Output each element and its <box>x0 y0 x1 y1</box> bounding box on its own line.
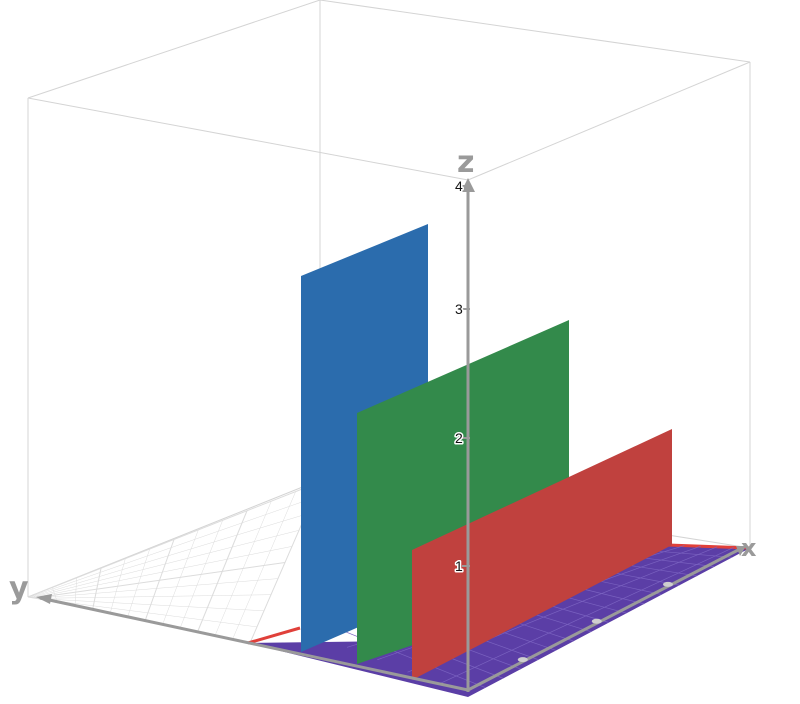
y-axis-line <box>39 596 469 692</box>
box-edge <box>319 0 751 63</box>
red-plane <box>412 429 672 680</box>
x-axis-tick <box>591 618 602 624</box>
z-axis-label: z <box>457 145 474 180</box>
x-axis-label: x <box>741 534 757 562</box>
purple-floor-plane <box>248 545 750 697</box>
x-axis-ticks <box>517 581 674 663</box>
z-tick-label-2: 2 <box>455 430 463 446</box>
bounding-box <box>27 0 751 598</box>
box-edge <box>467 61 751 181</box>
floor-grid-line <box>37 598 265 612</box>
floor-grid <box>27 481 321 644</box>
floor-plane-edge <box>667 543 751 550</box>
floor-grid-line <box>27 481 321 598</box>
z-tick-label-3: 3 <box>455 301 463 317</box>
y-axis-label: y <box>9 571 29 606</box>
x-axis-arrowhead <box>736 546 746 556</box>
x-axis-tick <box>517 657 528 663</box>
floor-grid-line <box>35 578 279 599</box>
z-tick-label-1: 1 <box>455 558 463 574</box>
z-tick-label-4: 4 <box>455 178 463 194</box>
floor-plane-grid-line <box>437 547 734 685</box>
floor-grid-line <box>30 513 307 598</box>
floor-plane-edge <box>247 626 301 645</box>
box-edge <box>27 0 321 99</box>
floor-plane-grid-line <box>322 622 486 689</box>
x-axis <box>467 546 746 692</box>
x-axis-line <box>467 546 743 692</box>
y-axis <box>36 594 469 692</box>
floor-grid-line <box>31 530 300 598</box>
floor-grid-line <box>38 598 258 628</box>
floor-grid-line <box>32 546 293 599</box>
x-axis-tick <box>663 581 674 587</box>
z-axis: 1 2 3 4 <box>454 177 475 692</box>
floor-grid-line <box>33 562 286 599</box>
y-axis-arrowhead <box>36 594 52 604</box>
floor-grid-line <box>29 497 314 598</box>
box-edge <box>27 97 469 181</box>
floor-grid-line <box>36 594 272 599</box>
